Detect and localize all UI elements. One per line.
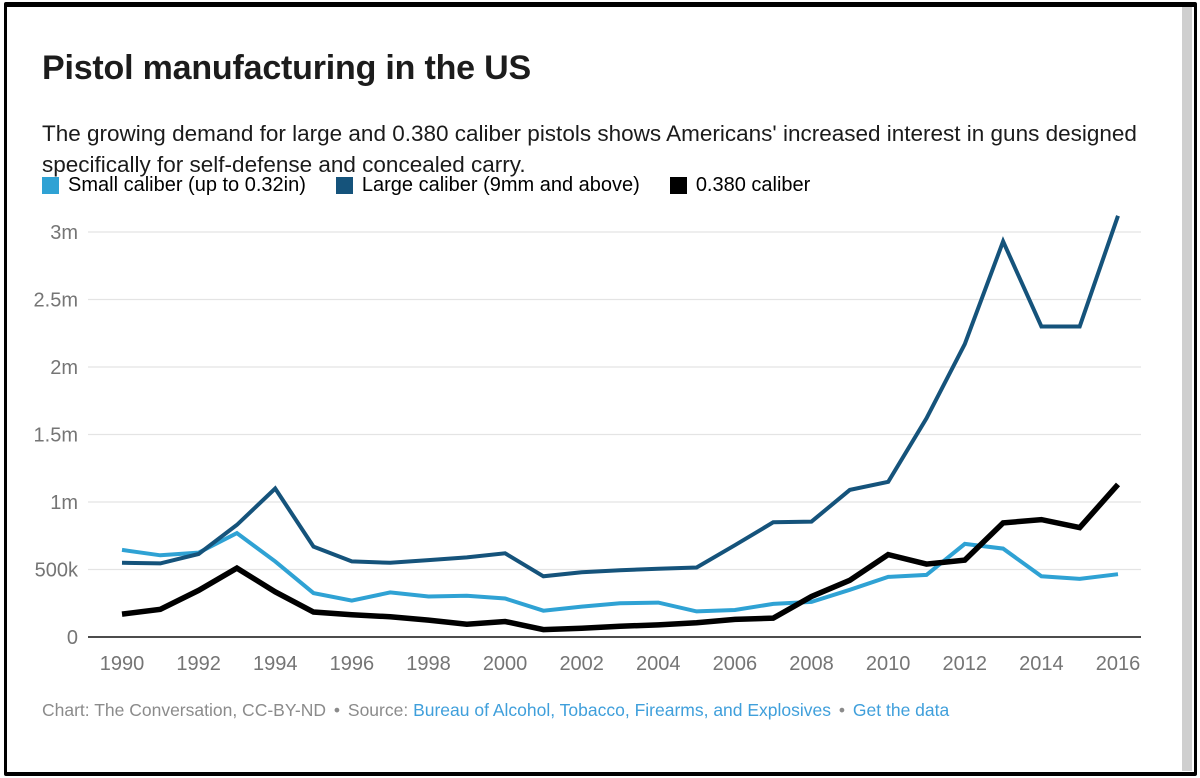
series-small-caliber-line [121, 530, 1119, 614]
legend-item-small-caliber: Small caliber (up to 0.32in) [42, 174, 306, 197]
x-tick-label: 2006 [713, 653, 758, 675]
chart-card-border [4, 2, 1197, 776]
y-tick-label: 2.5m [34, 290, 78, 312]
x-tick-label: 1990 [100, 653, 145, 675]
y-tick-label: 1.5m [34, 425, 78, 447]
y-tick-label: 1m [50, 492, 78, 514]
legend-label: Large caliber (9mm and above) [361, 174, 640, 196]
legend-item-380-caliber: 0.380 caliber [669, 174, 811, 197]
y-tick-label: 500k [35, 560, 79, 582]
line-chart-svg: 0 500k 1m 1.5m 2m 2.5m 3m 1990 1992 1994 1996 1998 2… [34, 215, 1141, 675]
legend-item-large-caliber: Large caliber (9mm and above) [335, 174, 640, 197]
x-tick-label: 2008 [789, 653, 834, 675]
x-tick-label: 1996 [330, 653, 375, 675]
y-tick-label: 2m [50, 357, 78, 379]
legend-label: Small caliber (up to 0.32in) [68, 174, 306, 196]
large-caliber-swatch-icon [335, 177, 353, 194]
chart-credit: Chart: The Conversation, CC-BY-ND [42, 700, 326, 720]
separator-dot: • [333, 700, 341, 720]
x-tick-label: 1994 [253, 653, 298, 675]
x-tick-label: 2010 [866, 653, 911, 675]
x-tick-label: 2002 [559, 653, 604, 675]
x-tick-label: 2014 [1019, 653, 1064, 675]
scrollbar[interactable] [1182, 7, 1192, 771]
separator-dot: • [838, 700, 846, 720]
legend: Small caliber (up to 0.32in) Large calib… [42, 174, 810, 197]
get-data-link[interactable]: Get the data [852, 700, 950, 720]
x-tick-label: 2004 [636, 653, 681, 675]
chart-subtitle: The growing demand for large and 0.380 c… [42, 120, 1137, 177]
attribution-footer: Chart: The Conversation, CC-BY-ND • Sour… [42, 700, 949, 721]
legend-label: 0.380 caliber [695, 174, 811, 196]
x-tick-label: 2012 [943, 653, 988, 675]
380-caliber-swatch-icon [669, 177, 687, 194]
series-large-caliber-line [121, 215, 1120, 579]
x-tick-label: 2016 [1096, 653, 1141, 675]
y-tick-label: 3m [50, 222, 78, 244]
x-tick-label: 1992 [176, 653, 221, 675]
source-label: Source: [347, 700, 409, 720]
small-caliber-swatch-icon [42, 177, 59, 194]
x-tick-label: 1998 [406, 653, 451, 675]
x-tick-label: 2000 [483, 653, 528, 675]
page-title: Pistol manufacturing in the US [42, 48, 531, 87]
series-380-caliber-line [121, 482, 1121, 633]
y-tick-label: 0 [67, 627, 78, 649]
source-link[interactable]: Bureau of Alcohol, Tobacco, Firearms, an… [413, 700, 832, 720]
